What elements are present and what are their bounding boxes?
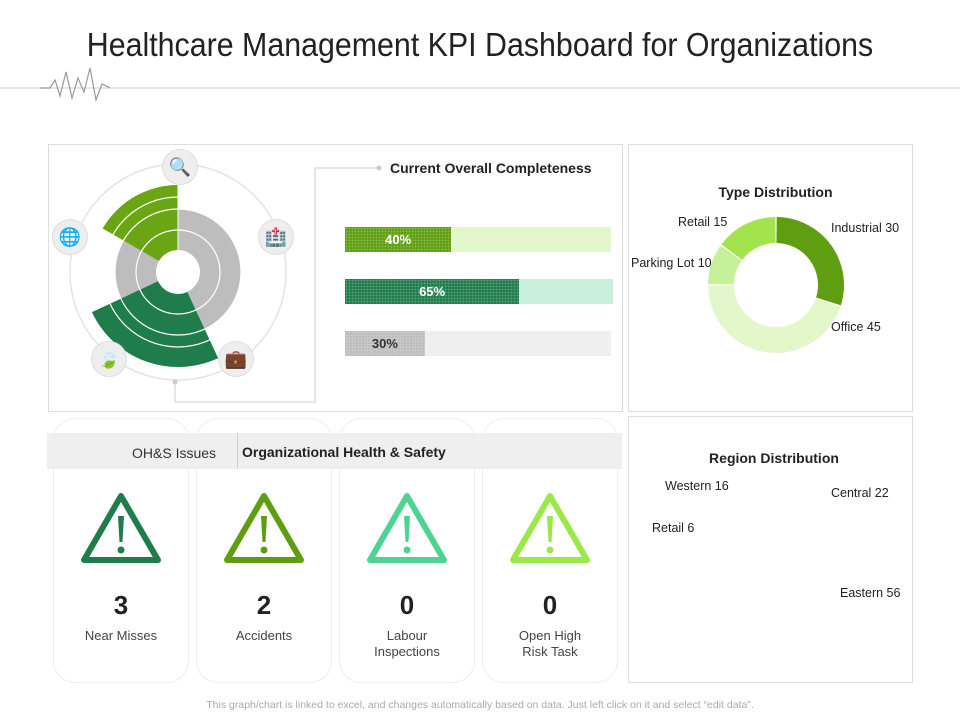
hospital-icon: 🏥	[258, 219, 294, 255]
ohs-label: Labour Inspections	[374, 628, 440, 659]
ohs-value: 0	[399, 590, 415, 620]
connector-dot	[172, 379, 178, 385]
region-distribution-title: Region Distribution	[709, 450, 839, 466]
ohs-label: Open High Risk Task	[518, 628, 582, 659]
label-industrial: Industrial 30	[831, 221, 900, 235]
label-region-retail: Retail 6	[652, 521, 695, 535]
completeness-bar: 40%	[345, 227, 611, 252]
warning-icon	[510, 493, 590, 563]
completeness-bar-fill: 65%	[345, 279, 520, 304]
completeness-bar: 65%	[345, 279, 613, 304]
footer-note: This graph/chart is linked to excel, and…	[206, 699, 754, 711]
slice-parking-lot	[708, 245, 742, 285]
completeness-title: Current Overall Completeness	[390, 160, 592, 176]
ohs-value: 2	[256, 590, 272, 620]
data-search-icon: 🔍	[162, 149, 198, 185]
heartbeat-divider	[0, 67, 960, 103]
warning-icon	[224, 493, 304, 563]
label-central: Central 22	[831, 486, 889, 500]
ohs-header-bar	[47, 433, 622, 469]
region-distribution-panel	[628, 416, 913, 683]
warning-icon	[367, 493, 447, 563]
type-distribution-panel	[628, 144, 913, 412]
medical-kit-icon: 💼	[218, 341, 254, 377]
ohs-value: 0	[542, 590, 558, 620]
connector-line	[174, 167, 378, 403]
slice-office	[708, 285, 841, 354]
warning-icon	[81, 493, 161, 563]
label-western: Western 16	[665, 479, 729, 493]
completeness-bar-fill: 40%	[345, 227, 452, 252]
radial-chart	[69, 163, 382, 403]
ohs-label: Near Misses	[84, 628, 158, 643]
slice-retail	[721, 217, 776, 260]
leaf-icon: 🍃	[91, 341, 127, 377]
ohs-value: 3	[113, 590, 129, 620]
type-distribution-title: Type Distribution	[718, 184, 833, 200]
label-eastern: Eastern 56	[840, 586, 901, 600]
ohs-tab[interactable]: OH&S Issues	[132, 445, 217, 461]
globe-icon: 🌐	[52, 219, 88, 255]
ohs-label: Accidents	[235, 628, 293, 643]
slice-industrial	[776, 217, 844, 306]
connector-dot	[376, 165, 382, 171]
ohs-header-divider	[237, 433, 238, 469]
page-title: Healthcare Management KPI Dashboard for …	[86, 26, 874, 63]
label-retail: Retail 15	[678, 215, 728, 229]
light-green-sector	[102, 185, 178, 261]
label-parking-lot: Parking Lot 10	[631, 256, 712, 270]
ohs-heading: Organizational Health & Safety	[242, 444, 446, 460]
label-office: Office 45	[831, 320, 881, 334]
completeness-bar-fill: 30%	[345, 331, 425, 356]
completeness-bar: 30%	[345, 331, 611, 356]
